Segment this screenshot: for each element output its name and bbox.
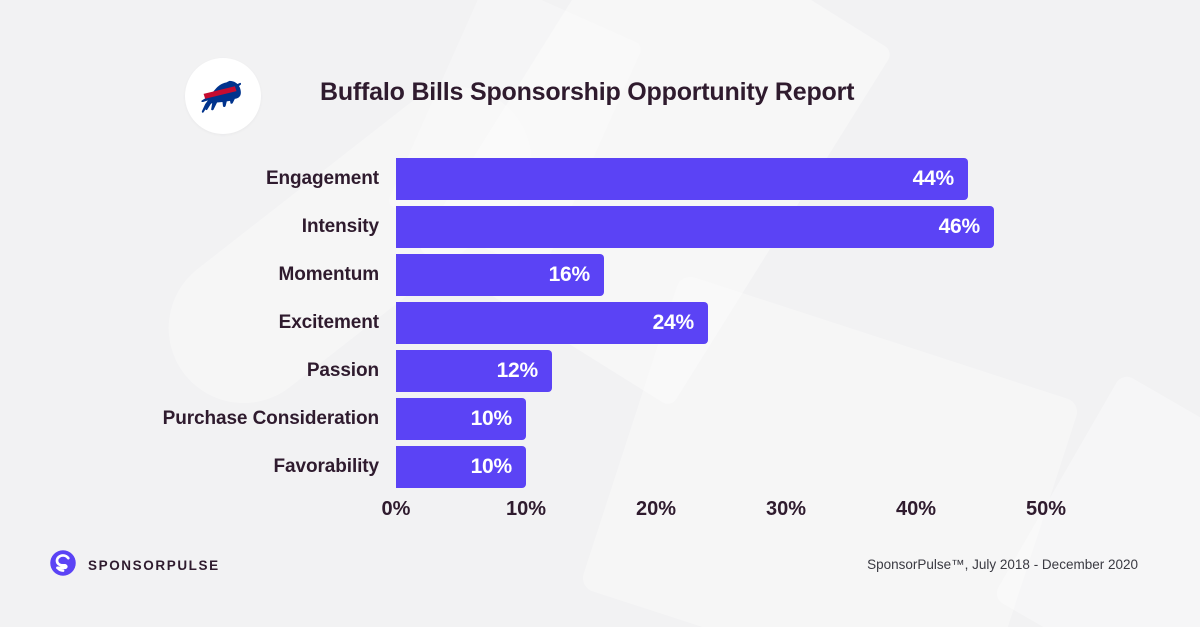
bar-value-label: 44% — [912, 167, 955, 190]
chart-row-intensity: Intensity 46% — [0, 206, 1200, 248]
x-axis-tick: 0% — [381, 498, 411, 520]
brand-footer: SPONSORPULSE — [48, 548, 220, 583]
bar-intensity[interactable]: 46% — [396, 206, 994, 248]
sponsorship-metrics-bar-chart: Engagement 44% Intensity 46% Momentum — [0, 158, 1200, 498]
category-label: Engagement — [265, 168, 379, 189]
chart-row-engagement: Engagement 44% — [0, 158, 1200, 200]
chart-row-excitement: Excitement 24% — [0, 302, 1200, 344]
bar-value-label: 10% — [470, 455, 513, 478]
bar-momentum[interactable]: 16% — [396, 254, 604, 296]
bar-value-label: 12% — [496, 359, 539, 382]
page-title: Buffalo Bills Sponsorship Opportunity Re… — [320, 78, 855, 106]
buffalo-bills-logo-icon — [185, 58, 261, 134]
bar-track: 16% — [396, 254, 1186, 296]
x-axis-tick: 20% — [635, 498, 677, 520]
bar-track: 10% — [396, 446, 1186, 488]
x-axis-tick: 30% — [765, 498, 807, 520]
source-note: SponsorPulse™, July 2018 - December 2020 — [867, 557, 1138, 572]
bar-track: 10% — [396, 398, 1186, 440]
category-label: Purchase Consideration — [162, 408, 379, 429]
sponsorpulse-mark-icon — [48, 548, 78, 583]
bar-track: 12% — [396, 350, 1186, 392]
bar-value-label: 24% — [652, 311, 695, 334]
category-label: Intensity — [301, 216, 379, 237]
bar-passion[interactable]: 12% — [396, 350, 552, 392]
report-header: Buffalo Bills Sponsorship Opportunity Re… — [0, 58, 1200, 144]
bar-value-label: 16% — [548, 263, 591, 286]
chart-row-favorability: Favorability 10% — [0, 446, 1200, 488]
x-axis-tick: 40% — [895, 498, 937, 520]
sponsorpulse-wordmark: SPONSORPULSE — [88, 558, 220, 573]
bar-value-label: 46% — [938, 215, 981, 238]
chart-row-purchase-consideration: Purchase Consideration 10% — [0, 398, 1200, 440]
x-axis-tick: 10% — [505, 498, 547, 520]
bar-track: 46% — [396, 206, 1186, 248]
category-label: Excitement — [278, 312, 379, 333]
category-label: Passion — [306, 360, 379, 381]
bar-value-label: 10% — [470, 407, 513, 430]
chart-row-momentum: Momentum 16% — [0, 254, 1200, 296]
bar-purchase-consideration[interactable]: 10% — [396, 398, 526, 440]
chart-rows: Engagement 44% Intensity 46% Momentum — [0, 158, 1200, 494]
category-label: Favorability — [273, 456, 380, 477]
bar-excitement[interactable]: 24% — [396, 302, 708, 344]
bar-track: 44% — [396, 158, 1186, 200]
x-axis: 0% 10% 20% 30% 40% 50% — [382, 498, 1186, 532]
bar-engagement[interactable]: 44% — [396, 158, 968, 200]
bar-favorability[interactable]: 10% — [396, 446, 526, 488]
x-axis-tick: 50% — [1025, 498, 1067, 520]
bar-track: 24% — [396, 302, 1186, 344]
chart-row-passion: Passion 12% — [0, 350, 1200, 392]
category-label: Momentum — [278, 264, 379, 285]
